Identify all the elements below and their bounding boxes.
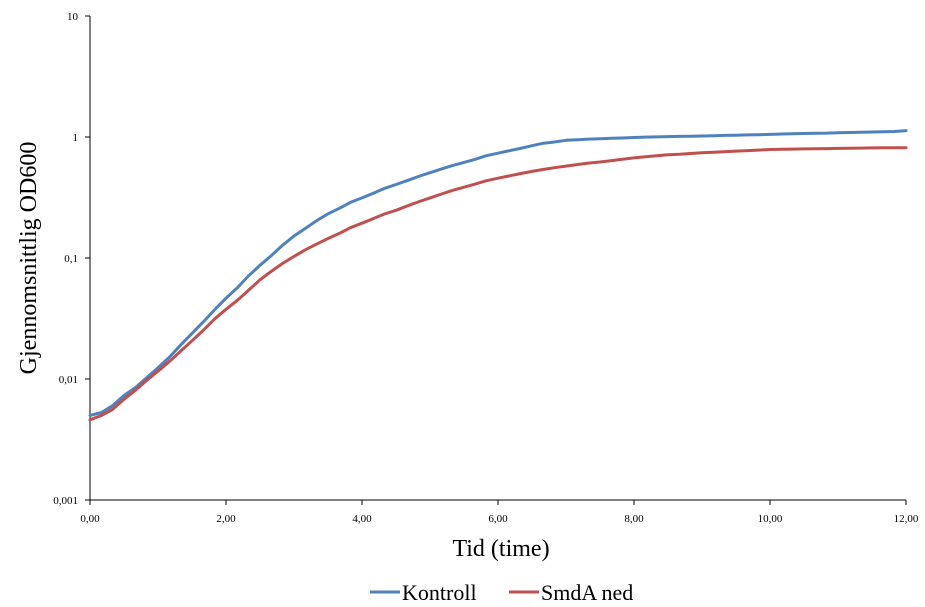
y-tick-label: 10 [67,11,79,23]
y-tick-label: 0,001 [53,495,78,507]
y-axis-ticks: 10 1 0,1 0,01 0,001 [53,11,90,507]
x-tick-label: 10,00 [758,513,783,525]
x-tick-label: 2,00 [216,513,236,525]
y-tick-label: 1 [73,132,79,144]
chart-series [88,129,908,422]
x-tick-label: 0,00 [80,513,100,525]
series-line-2 [88,146,908,422]
x-tick-label: 8,00 [624,513,644,525]
x-tick-label: 6,00 [488,513,508,525]
legend-label-1: Kontroll [402,580,477,605]
series-line-1 [88,129,908,417]
y-axis-title: Gjennomsnittlig OD600 [16,142,42,375]
y-tick-label: 0,1 [64,253,78,265]
x-axis-title: Tid (time) [452,536,549,562]
x-axis-ticks: 0,00 2,00 4,00 6,00 8,00 10,00 12,00 [80,500,919,525]
x-tick-label: 4,00 [352,513,372,525]
chart-legend: Kontroll SmdA ned [370,580,633,605]
legend-label-2: SmdA ned [541,580,633,605]
x-tick-label: 12,00 [894,513,919,525]
y-tick-label: 0,01 [59,374,78,386]
chart-axes [89,16,906,501]
